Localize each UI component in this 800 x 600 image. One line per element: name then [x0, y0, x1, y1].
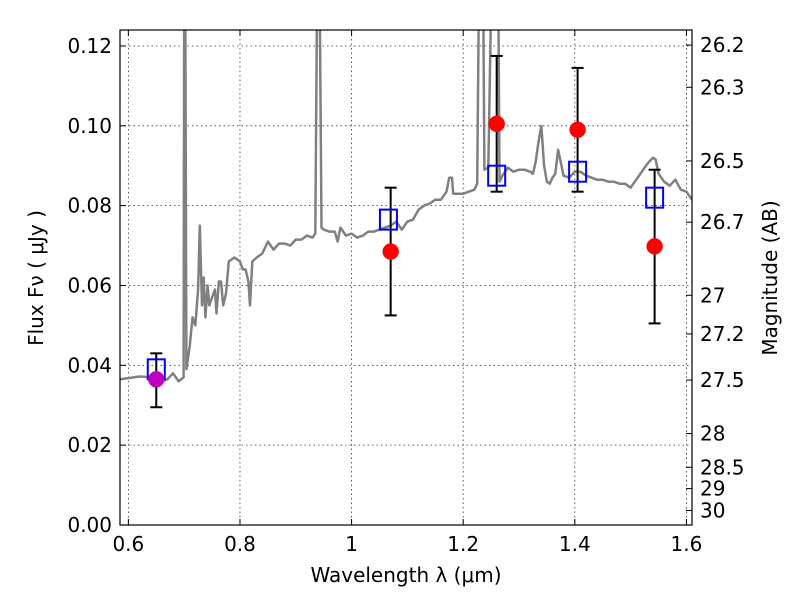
- y-tick-label: 0.06: [67, 273, 112, 297]
- x-tick-label: 1.6: [671, 532, 703, 556]
- right-tick-label: 27.5: [700, 368, 745, 392]
- right-tick-label: 29: [700, 477, 725, 501]
- right-tick-label: 27: [700, 283, 725, 307]
- right-axis-label: Magnitude (AB): [758, 200, 782, 355]
- y-tick-label: 0.08: [67, 194, 112, 218]
- grid: [120, 30, 692, 526]
- model-photometry-square: [378, 208, 398, 231]
- model-photometry-square: [645, 186, 665, 209]
- error-bars: [150, 54, 661, 409]
- model-photometry-square: [487, 164, 507, 187]
- x-axis-label: Wavelength λ (μm): [310, 563, 501, 587]
- x-tick-label: 1.4: [559, 532, 591, 556]
- observed-point: [488, 115, 505, 133]
- y-tick-label: 0.02: [67, 433, 112, 457]
- observed-point: [382, 243, 399, 260]
- x-tick-labels: 0.6 0.8 1 1.2 1.4 1.6: [112, 532, 702, 556]
- model-spectrum-layer: [120, 30, 692, 383]
- model-photometry-square: [568, 160, 588, 183]
- y-axis-label: Flux Fν ( μJy ): [24, 210, 48, 346]
- right-tick-label: 28.5: [700, 455, 745, 479]
- y-tick-label: 0.12: [67, 34, 112, 58]
- right-tick-label: 26.7: [700, 210, 745, 234]
- observed-points: [148, 115, 663, 388]
- y-tick-label: 0.10: [67, 114, 112, 138]
- ticks: [120, 30, 692, 526]
- y-tick-label: 0.00: [67, 513, 112, 537]
- right-tick-label: 26.5: [700, 149, 745, 173]
- y-tick-label: 0.04: [67, 353, 112, 377]
- right-tick-label: 30: [700, 499, 725, 523]
- plot-frame: [119, 29, 693, 526]
- right-tick-label: 26.2: [700, 33, 745, 57]
- x-tick-label: 0.8: [224, 532, 256, 556]
- x-tick-label: 1.2: [447, 532, 479, 556]
- right-tick-label: 28: [700, 422, 725, 446]
- model-photometry-squares: [146, 160, 665, 381]
- x-tick-label: 0.6: [112, 532, 144, 556]
- y-tick-labels: 0.00 0.02 0.04 0.06 0.08 0.10 0.12: [67, 34, 112, 537]
- x-tick-label: 1: [345, 532, 358, 556]
- model-spectrum-line: [120, 30, 692, 383]
- right-tick-label: 26.3: [700, 75, 745, 99]
- observed-point: [646, 238, 663, 255]
- observed-point: [148, 371, 165, 388]
- right-tick-label: 27.2: [700, 322, 745, 346]
- observed-point: [569, 121, 586, 139]
